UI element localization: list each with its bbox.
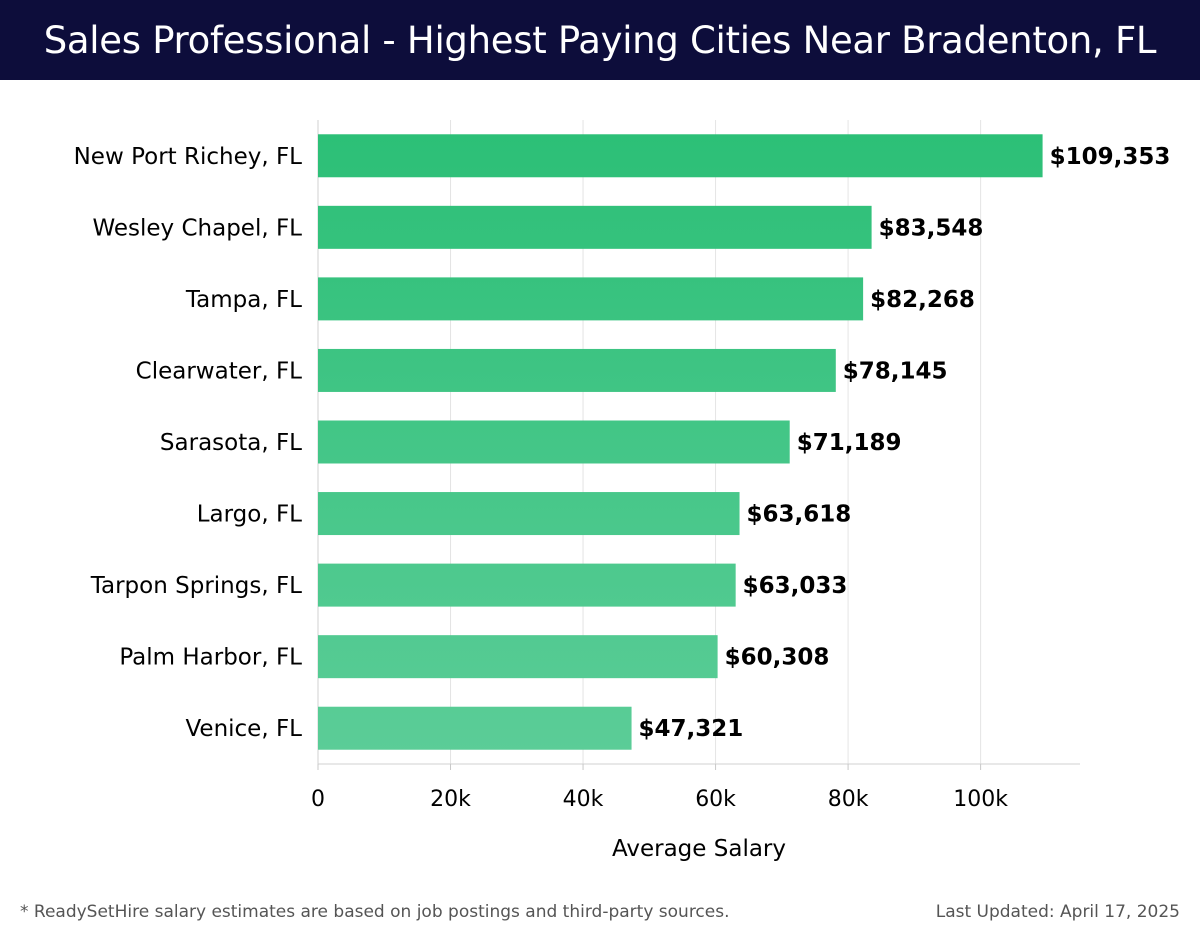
- data-label: $109,353: [1050, 144, 1171, 170]
- data-label: $63,033: [743, 573, 848, 599]
- bar: [318, 492, 740, 536]
- category-label: Venice, FL: [185, 716, 302, 742]
- bar: [318, 134, 1043, 178]
- bar: [318, 635, 718, 679]
- salary-bar-chart: 0 20k 40k 60k 80k 100k Average Salary New Port …: [74, 120, 1171, 862]
- category-label: Tarpon Springs, FL: [90, 573, 302, 599]
- bar: [318, 706, 632, 750]
- x-axis-label: Average Salary: [612, 836, 786, 862]
- bar: [318, 348, 836, 392]
- footnote: * ReadySetHire salary estimates are base…: [20, 902, 730, 922]
- category-label: Largo, FL: [197, 502, 302, 528]
- x-tick-label: 20k: [430, 787, 471, 812]
- last-updated: Last Updated: April 17, 2025: [935, 902, 1180, 922]
- data-label: $47,321: [639, 716, 744, 742]
- category-label: Tampa, FL: [185, 287, 302, 313]
- category-label: Clearwater, FL: [136, 358, 303, 384]
- x-tick-label: 100k: [953, 787, 1008, 812]
- data-label: $63,618: [747, 502, 852, 528]
- bar: [318, 420, 790, 464]
- x-tick-label: 60k: [695, 787, 736, 812]
- data-label: $83,548: [879, 215, 984, 241]
- category-label: Wesley Chapel, FL: [92, 215, 302, 241]
- category-label: New Port Richey, FL: [74, 144, 303, 170]
- chart-title: Sales Professional - Highest Paying Citi…: [43, 18, 1157, 62]
- data-label: $60,308: [725, 645, 830, 671]
- x-tick-label: 80k: [828, 787, 869, 812]
- chart-header: Sales Professional - Highest Paying Citi…: [0, 0, 1200, 80]
- bar: [318, 277, 864, 321]
- category-label: Sarasota, FL: [160, 430, 302, 456]
- x-tick-label: 40k: [563, 787, 604, 812]
- data-label: $82,268: [870, 287, 975, 313]
- bar: [318, 563, 736, 607]
- bar: [318, 205, 872, 249]
- category-label: Palm Harbor, FL: [119, 645, 302, 671]
- data-label: $78,145: [843, 358, 948, 384]
- x-tick-label: 0: [311, 787, 325, 812]
- data-label: $71,189: [797, 430, 902, 456]
